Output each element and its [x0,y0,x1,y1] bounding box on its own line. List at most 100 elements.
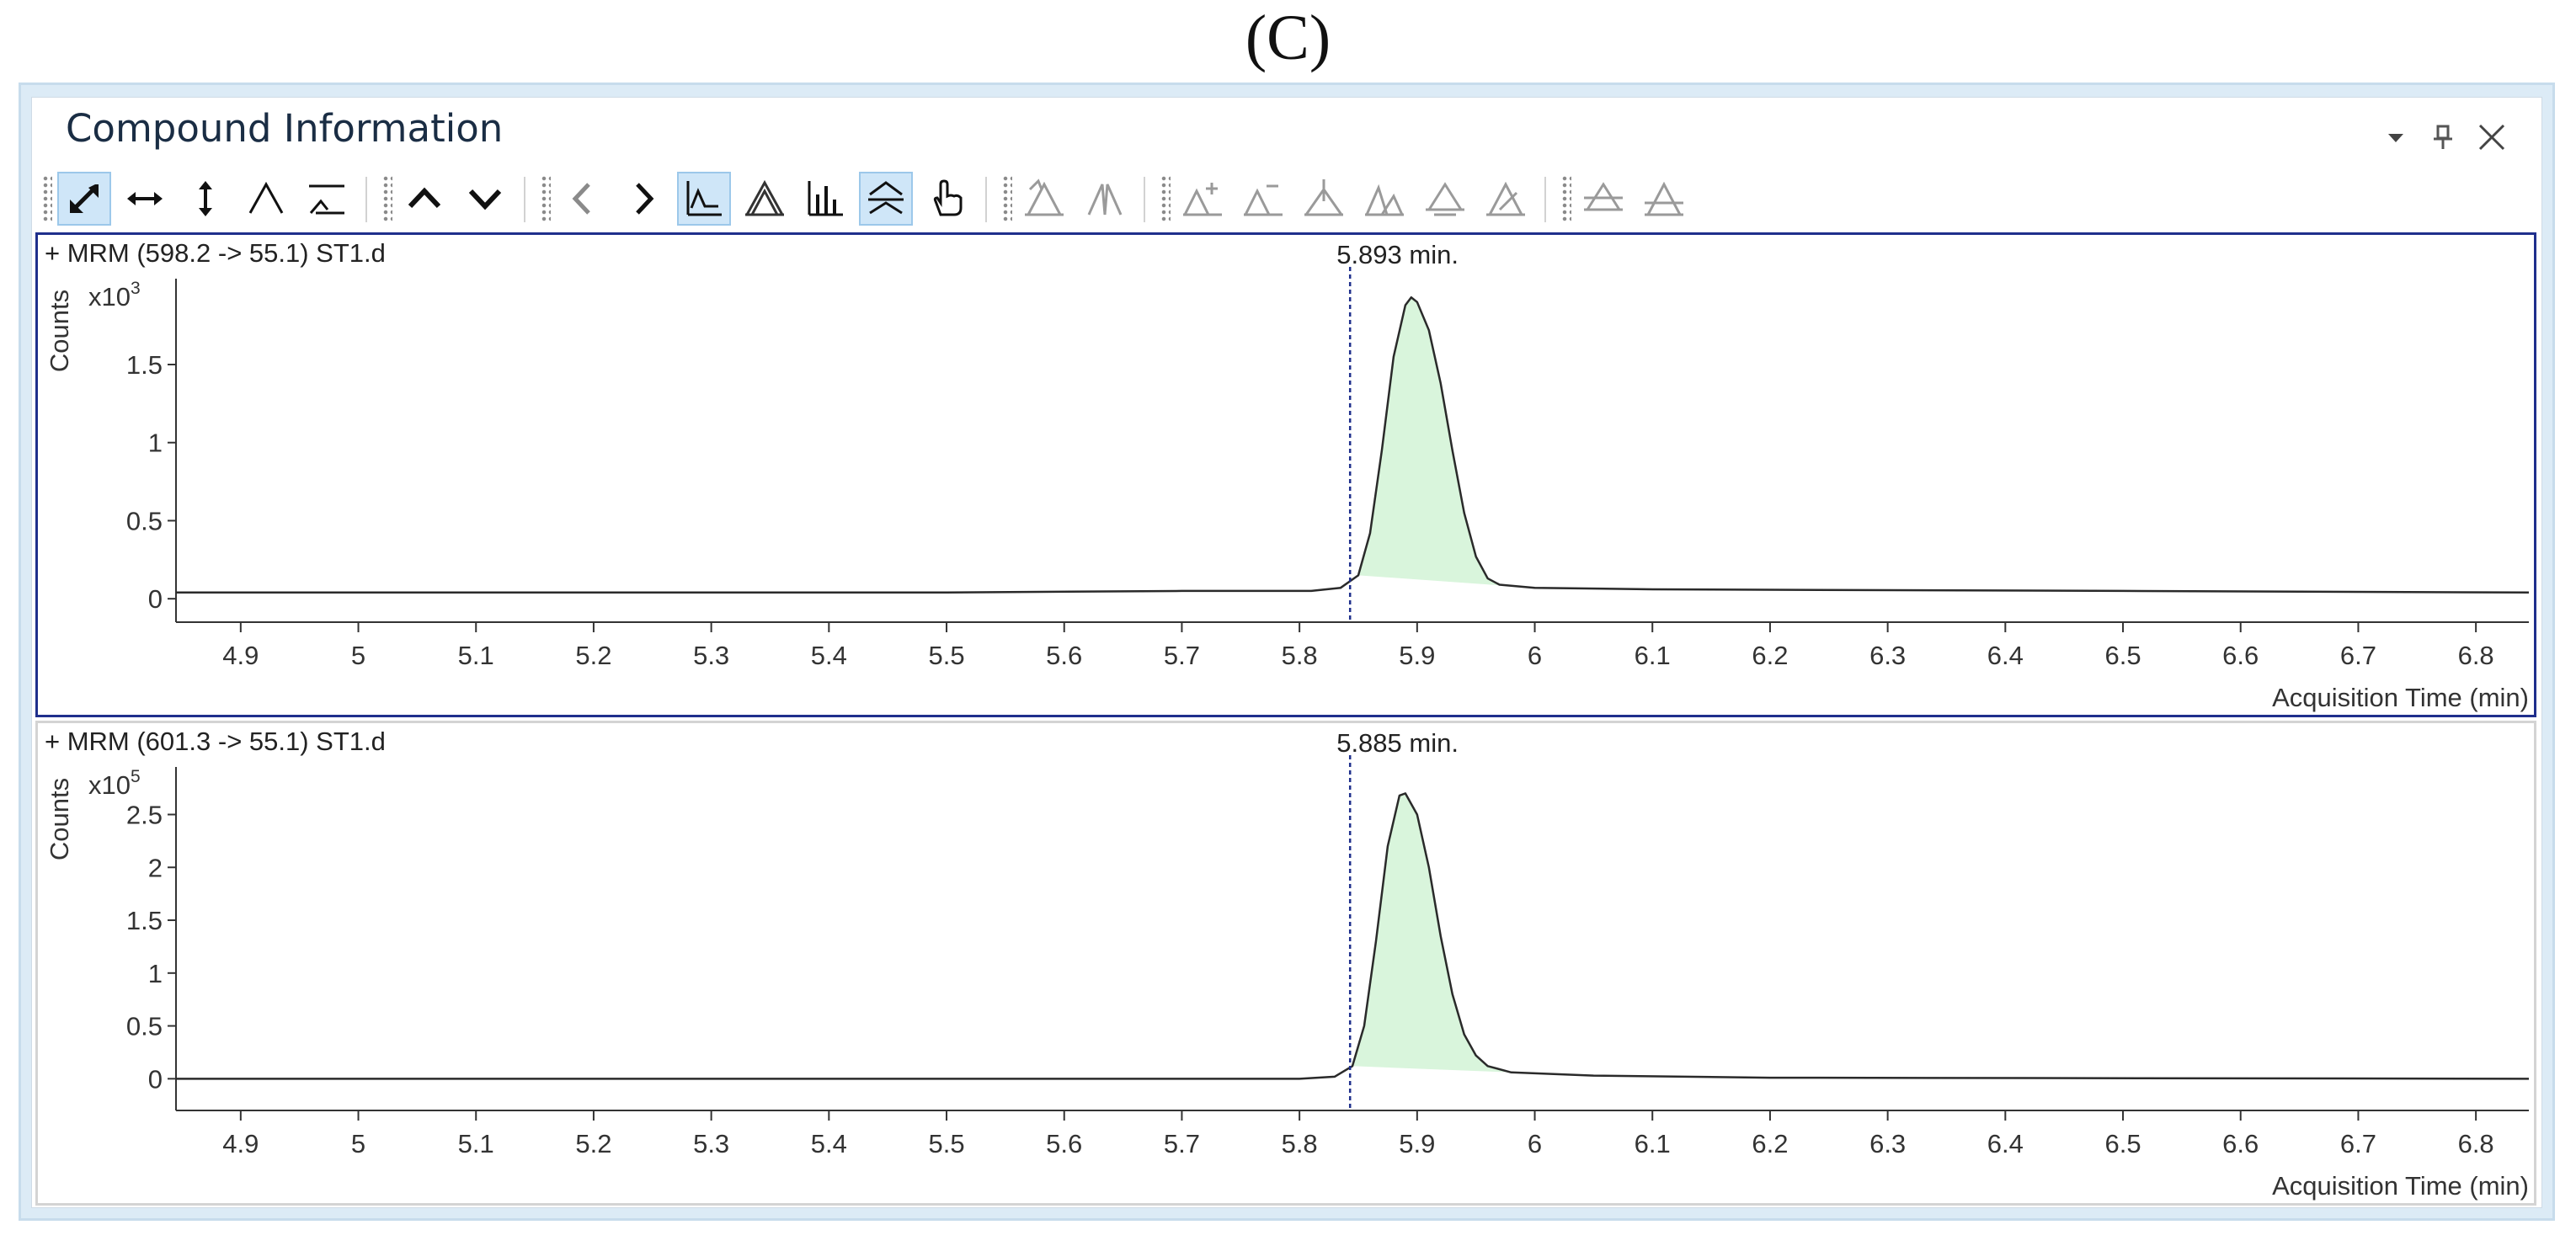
y-tick-label: 1 [148,429,163,458]
panel-title: + MRM (601.3 -> 55.1) ST1.d [45,727,386,756]
y-tick-label: 1 [148,959,163,988]
x-tick-label: 6.5 [2104,1129,2141,1158]
hand-pointer-icon[interactable] [920,172,973,226]
delete-peak-icon[interactable] [1637,172,1691,226]
y-tick-label: 0.5 [126,1012,163,1041]
panel-title: + MRM (598.2 -> 55.1) ST1.d [45,238,386,268]
y-multiplier-label: x10 [88,770,131,800]
x-tick-label: 5.1 [458,641,494,670]
baseline-adjust-icon[interactable] [1418,172,1472,226]
y-tick-label: 1.5 [126,350,163,380]
x-tick-label: 6 [1528,641,1542,670]
peak-icon[interactable] [239,172,293,226]
y-tick-label: 0 [148,1064,163,1094]
x-tick-label: 6.4 [1987,641,2024,670]
baseline-icon[interactable] [300,172,354,226]
peak-edit-icon[interactable] [1479,172,1533,226]
x-tick-label: 6.4 [1987,1129,2024,1158]
x-tick-label: 5.2 [575,641,611,670]
tangent-skim-icon[interactable] [1357,172,1411,226]
close-icon[interactable] [2472,118,2511,157]
x-tick-label: 5.8 [1282,641,1318,670]
add-peak-icon[interactable] [1176,172,1229,226]
y-axis-label: Counts [45,290,74,372]
x-axis-label: Acquisition Time (min) [2272,683,2529,712]
y-tick-label: 2.5 [126,800,163,829]
drop-baseline-icon[interactable] [1297,172,1351,226]
chromatogram-plot-1[interactable]: + MRM (598.2 -> 55.1) ST1.d Counts x10 3 0 0.… [38,235,2534,715]
x-tick-label: 6.3 [1869,1129,1906,1158]
chromatogram-trace [176,792,2530,1080]
x-tick-label: 5.8 [1282,1129,1318,1158]
zero-peak-icon[interactable] [1576,172,1630,226]
toolbar-separator [1144,177,1145,222]
x-tick-label: 6.7 [2340,641,2376,670]
overlay-peaks-icon[interactable] [738,172,792,226]
x-tick-label: 5.9 [1399,641,1435,670]
x-tick-label: 6.6 [2222,1129,2259,1158]
peak-label: 5.885 min. [1336,728,1459,758]
toolbar-grip[interactable] [1561,175,1571,222]
toolbar-grip[interactable] [1002,175,1012,222]
chromatogram-panel-2[interactable]: + MRM (601.3 -> 55.1) ST1.d Counts x10 5 0 0.… [35,721,2536,1206]
x-tick-label: 5.3 [693,1129,729,1158]
x-axis-label: Acquisition Time (min) [2272,1171,2529,1201]
toolbar-separator [985,177,987,222]
chevron-down-icon[interactable] [458,172,512,226]
x-tick-label: 4.9 [222,641,259,670]
toolbar-grip[interactable] [382,175,392,222]
toolbar-separator [365,177,367,222]
x-tick-label: 5.4 [811,1129,847,1158]
window-body: Compound Information + MRM (598.2 -> 55.… [31,97,2542,1208]
x-tick-label: 6.5 [2104,641,2141,670]
toolbar-grip[interactable] [42,175,52,222]
chromatogram-trace [176,296,2530,594]
x-tick-label: 5 [351,641,365,670]
x-tick-label: 6.2 [1752,641,1788,670]
y-multiplier-exponent: 3 [131,279,141,298]
integrated-peak-area [1357,297,1535,588]
y-tick-label: 1.5 [126,906,163,935]
x-tick-label: 5.5 [928,641,964,670]
toolbar [42,170,2535,227]
x-tick-label: 5.1 [458,1129,494,1158]
split-peak-icon[interactable] [1078,172,1132,226]
x-tick-label: 5.6 [1046,1129,1082,1158]
manual-integration-icon[interactable] [1017,172,1071,226]
autoscale-y-icon[interactable] [179,172,232,226]
chevron-left-icon[interactable] [556,172,610,226]
y-tick-label: 2 [148,853,163,882]
peak-boundary-icon[interactable] [859,172,913,226]
pin-icon[interactable] [2424,118,2462,157]
x-tick-label: 6 [1528,1129,1542,1158]
x-tick-label: 6.7 [2340,1129,2376,1158]
x-tick-label: 5.5 [928,1129,964,1158]
peak-label: 5.893 min. [1336,240,1459,269]
chevron-up-icon[interactable] [397,172,451,226]
integrated-peak-area [1352,793,1512,1073]
x-tick-label: 6.2 [1752,1129,1788,1158]
chevron-right-icon[interactable] [616,172,670,226]
x-tick-label: 6.3 [1869,641,1906,670]
toolbar-grip[interactable] [541,175,551,222]
chevron-down-icon[interactable] [2376,118,2415,157]
autoscale-x-icon[interactable] [118,172,172,226]
bar-spectrum-icon[interactable] [798,172,852,226]
figure-label: (C) [1245,3,1331,73]
x-tick-label: 4.9 [222,1129,259,1158]
x-tick-label: 5.2 [575,1129,611,1158]
x-tick-label: 5.7 [1164,1129,1200,1158]
integrate-chromatogram-icon[interactable] [677,172,731,226]
x-tick-label: 6.6 [2222,641,2259,670]
y-tick-label: 0.5 [126,506,163,535]
toolbar-separator [1544,177,1546,222]
chromatogram-panel-1[interactable]: + MRM (598.2 -> 55.1) ST1.d Counts x10 3 0 0.… [35,232,2536,717]
x-tick-label: 5.7 [1164,641,1200,670]
autoscale-xy-icon[interactable] [57,172,111,226]
x-tick-label: 5.4 [811,641,847,670]
x-tick-label: 5.9 [1399,1129,1435,1158]
x-tick-label: 6.1 [1635,1129,1671,1158]
toolbar-grip[interactable] [1160,175,1171,222]
remove-peak-icon[interactable] [1236,172,1290,226]
